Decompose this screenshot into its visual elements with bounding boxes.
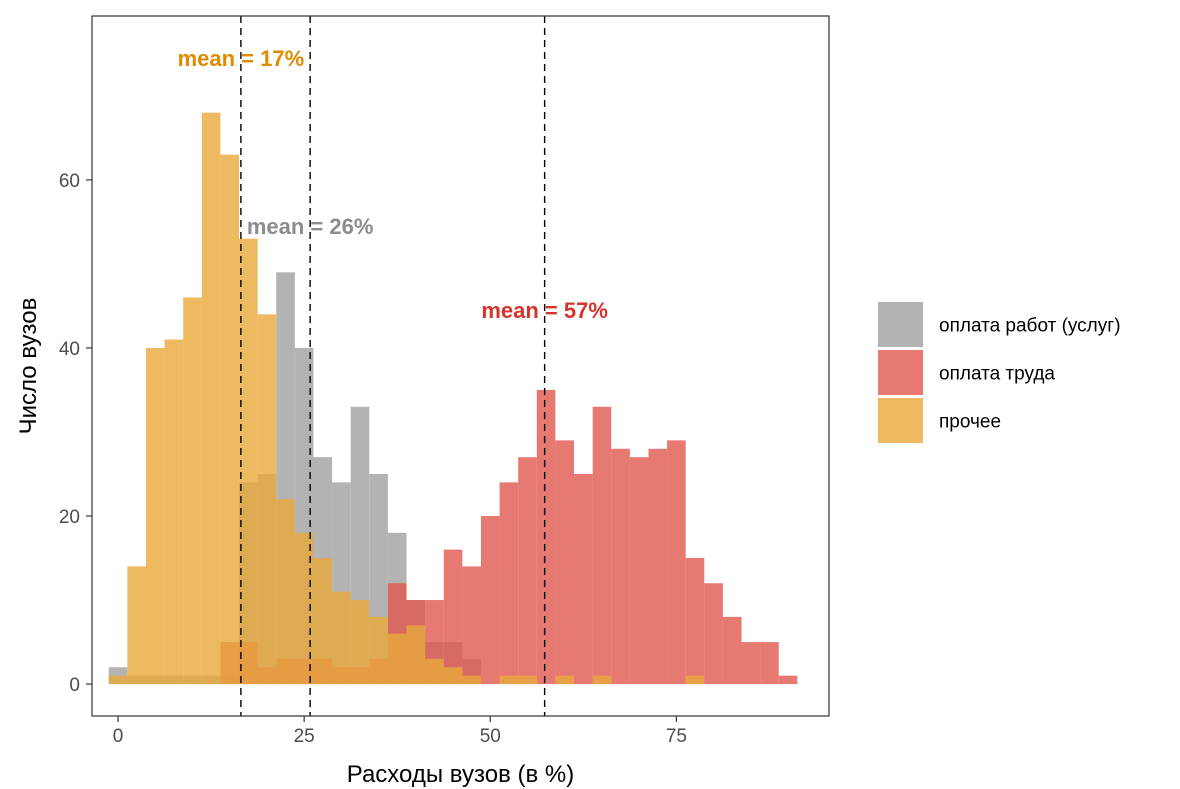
bar — [760, 642, 779, 685]
legend: оплата работ (услуг) оплата труда прочее — [878, 302, 1121, 443]
mean-label: mean = 26% — [247, 214, 374, 239]
bar — [462, 566, 481, 685]
x-axis: 0 25 50 75 — [113, 716, 687, 747]
bar — [611, 448, 630, 685]
bars-layer — [108, 112, 798, 685]
mean-label: mean = 17% — [178, 46, 305, 71]
legend-label: оплата труда — [939, 364, 1055, 385]
y-axis-title: Число вузов — [15, 298, 42, 435]
bar — [201, 112, 221, 685]
bar — [257, 314, 277, 685]
plot-panel-border — [91, 15, 830, 717]
bar — [480, 516, 500, 685]
legend-swatch — [878, 302, 923, 347]
bar — [127, 566, 146, 685]
bar — [629, 457, 649, 685]
bar — [555, 675, 575, 685]
legend-swatch — [878, 350, 923, 395]
mean-lines-layer: mean = 17% mean = 26% mean = 57% — [178, 16, 608, 716]
x-tick-label: 75 — [666, 726, 687, 747]
bar — [183, 297, 202, 685]
legend-item: прочее — [878, 398, 1001, 443]
bar — [276, 499, 295, 685]
bar — [592, 675, 612, 685]
legend-label: прочее — [939, 412, 1001, 433]
bar — [239, 238, 258, 685]
bar — [685, 675, 705, 685]
bar — [536, 389, 556, 685]
legend-item: оплата работ (услуг) — [878, 302, 1121, 347]
y-axis: 0 20 40 60 — [59, 171, 92, 696]
legend-label: оплата работ (услуг) — [939, 316, 1121, 337]
bar — [555, 440, 575, 685]
bar — [648, 448, 668, 685]
bar — [387, 633, 407, 685]
series-3 — [108, 112, 705, 685]
bar — [499, 675, 519, 685]
y-tick-label: 40 — [59, 339, 80, 360]
bar — [332, 591, 351, 685]
bar — [667, 440, 686, 685]
bar — [145, 347, 165, 685]
bar — [518, 675, 537, 685]
x-tick-label: 0 — [113, 726, 124, 747]
x-axis-title: Расходы вузов (в %) — [347, 761, 575, 788]
x-tick-label: 25 — [294, 726, 315, 747]
y-tick-label: 20 — [59, 507, 80, 528]
bar — [220, 154, 240, 685]
bar — [592, 406, 612, 685]
bar — [574, 473, 593, 685]
bar — [108, 675, 128, 685]
mean-label: mean = 57% — [481, 298, 608, 323]
bar — [518, 457, 537, 685]
y-tick-label: 0 — [69, 675, 80, 696]
bar — [164, 339, 184, 685]
x-tick-label: 50 — [480, 726, 501, 747]
bar — [294, 532, 314, 685]
bar — [313, 558, 333, 685]
legend-item: оплата труда — [878, 350, 1055, 395]
bar — [443, 549, 463, 685]
bar — [704, 583, 723, 685]
bar — [741, 642, 761, 685]
bar — [685, 558, 705, 685]
bar — [778, 675, 798, 685]
y-tick-label: 60 — [59, 171, 80, 192]
bar — [499, 482, 519, 685]
bar — [462, 675, 481, 685]
bar — [350, 600, 370, 685]
legend-swatch — [878, 398, 923, 443]
bar — [722, 616, 742, 685]
bar — [369, 616, 388, 685]
bar — [406, 625, 426, 685]
bar — [443, 667, 463, 685]
bar — [425, 658, 444, 685]
